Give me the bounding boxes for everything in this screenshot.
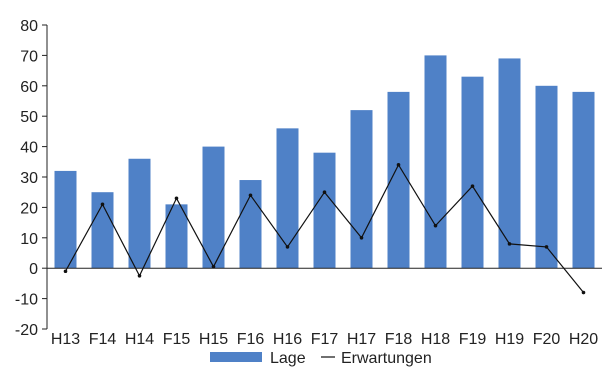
x-tick-label: H18	[421, 331, 450, 348]
line-point-h14	[137, 274, 142, 278]
x-tick-label: H14	[125, 331, 154, 348]
x-tick-label: F20	[533, 331, 561, 348]
line-point-f17	[322, 190, 327, 194]
bar-f20	[535, 85, 558, 269]
y-tick-label: 40	[20, 140, 38, 157]
legend-label-lage: Lage	[270, 350, 306, 367]
line-point-f14	[100, 202, 105, 207]
x-tick-label: F17	[311, 331, 339, 348]
y-tick-label: -20	[15, 322, 38, 339]
legend-label-erwartungen: Erwartungen	[341, 350, 432, 367]
line-point-h19	[507, 242, 512, 246]
y-tick-label: 0	[29, 261, 38, 278]
bar-f14	[91, 192, 114, 269]
line-point-f16	[248, 193, 253, 198]
x-tick-label: F14	[89, 331, 117, 348]
legend: Lage Erwartungen	[210, 350, 432, 367]
line-point-f20	[544, 245, 549, 249]
x-tick-label: H15	[199, 331, 228, 348]
x-tick-label: H13	[51, 331, 80, 348]
line-point-h17	[359, 236, 364, 240]
bar-f18	[387, 91, 410, 269]
bar-h20	[572, 91, 595, 269]
bar-h19	[498, 58, 521, 269]
y-tick-label: 20	[20, 200, 38, 217]
x-tick-label: F16	[237, 331, 265, 348]
legend-swatch-lage	[210, 352, 262, 362]
bar-f19	[461, 76, 484, 269]
bar-h16	[276, 128, 299, 269]
bar-h14	[128, 158, 151, 269]
bar-h13	[54, 170, 77, 269]
y-tick-label: 50	[20, 109, 38, 126]
x-tick-label: F19	[459, 331, 487, 348]
x-tick-label: H20	[569, 331, 598, 348]
bar-h18	[424, 55, 447, 269]
y-tick-label: 10	[20, 231, 38, 248]
line-point-h16	[285, 245, 290, 249]
line-point-h20	[581, 290, 586, 295]
bar-f16	[239, 180, 262, 269]
y-tick-label: 70	[20, 48, 38, 65]
line-point-h18	[433, 223, 438, 228]
x-tick-label: H16	[273, 331, 302, 348]
line-point-f15	[174, 196, 179, 201]
x-tick-label: F15	[163, 331, 191, 348]
bar-f17	[313, 152, 336, 269]
bar-h17	[350, 110, 373, 269]
line-point-f19	[470, 184, 475, 188]
y-tick-label: 80	[20, 18, 38, 35]
bars-group	[54, 55, 595, 269]
line-group	[63, 163, 586, 295]
x-tick-label: F18	[385, 331, 413, 348]
bar-h15	[202, 146, 225, 269]
y-tick-label: 30	[20, 170, 38, 187]
y-tick-label: 60	[20, 79, 38, 96]
y-tick-label: -10	[15, 292, 38, 309]
x-tick-label: H19	[495, 331, 524, 348]
axes-group: -20 -10 0 10 20 30 40 50 60 70 80 H13 F14 H14 F15 H15 F1…	[15, 18, 602, 348]
bar-f15	[165, 204, 188, 269]
line-point-h13	[63, 269, 68, 274]
x-tick-label: H17	[347, 331, 376, 348]
line-point-f18	[396, 163, 401, 167]
line-point-h15	[211, 264, 216, 269]
